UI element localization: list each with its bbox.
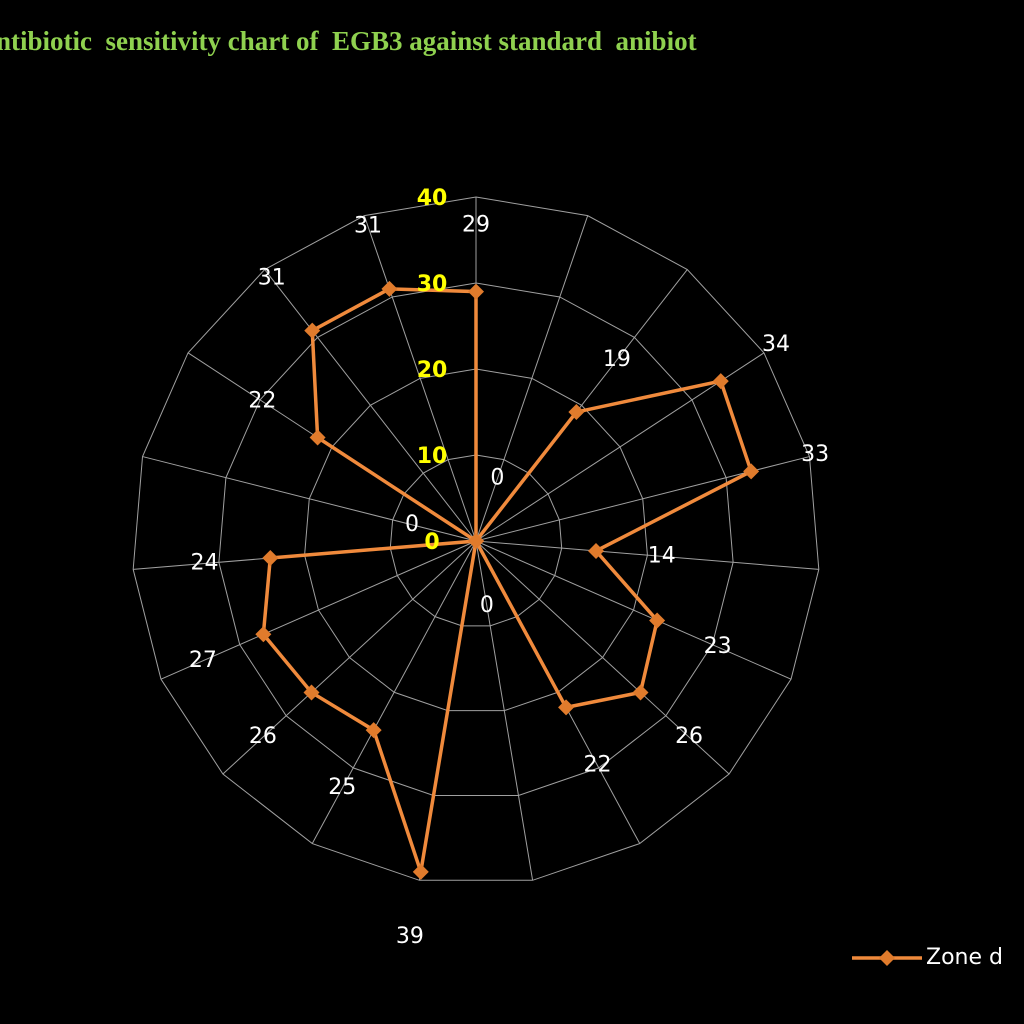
data-label: 31 <box>258 266 286 291</box>
chart-title: ntibiotic sensitivity chart of EGB3 agai… <box>0 26 697 56</box>
point-marker <box>568 404 585 421</box>
spoke <box>264 269 477 542</box>
spoke <box>363 215 477 542</box>
spoke <box>475 540 534 881</box>
data-label: 24 <box>191 550 219 575</box>
data-label: 0 <box>480 593 494 618</box>
data-label: 22 <box>583 752 611 777</box>
point-marker <box>649 612 666 629</box>
spoke <box>475 540 819 570</box>
spoke <box>475 540 792 680</box>
spoke <box>475 540 730 775</box>
point-marker <box>712 373 729 390</box>
spoke <box>311 540 477 844</box>
data-label: 25 <box>328 775 356 800</box>
axis-tick-label: 10 <box>417 444 448 469</box>
axis-tick-label: 40 <box>417 186 448 211</box>
data-label: 39 <box>396 924 424 949</box>
point-marker <box>558 699 575 716</box>
grid-ring <box>389 454 563 627</box>
axis-tick-label: 0 <box>424 530 439 555</box>
data-label: 34 <box>762 332 790 357</box>
point-marker <box>468 283 484 300</box>
data-label: 26 <box>249 724 277 749</box>
point-marker <box>309 429 326 446</box>
point-marker <box>365 722 382 739</box>
grid-ring <box>132 196 820 881</box>
axis-tick-label: 30 <box>417 272 448 297</box>
data-label: 22 <box>248 388 276 413</box>
data-label: 14 <box>648 543 676 568</box>
point-marker <box>303 684 320 701</box>
data-label: 23 <box>704 634 732 659</box>
point-marker <box>381 280 398 297</box>
point-marker <box>587 542 604 559</box>
point-marker <box>468 533 484 549</box>
data-label: 33 <box>801 442 829 467</box>
spoke <box>160 540 477 680</box>
data-label: 31 <box>354 213 382 238</box>
point-marker <box>304 322 321 339</box>
legend-marker <box>879 950 895 966</box>
spoke <box>475 215 589 542</box>
series-line <box>261 287 754 873</box>
legend-label: Zone d <box>926 945 1003 970</box>
data-label: 0 <box>490 466 504 491</box>
grid-ring <box>304 368 648 712</box>
point-marker <box>412 863 429 880</box>
data-label: 19 <box>603 347 631 372</box>
point-marker <box>632 684 649 701</box>
data-label: 27 <box>189 648 217 673</box>
point-marker <box>262 550 279 567</box>
spoke <box>142 456 477 542</box>
point-marker <box>743 463 760 480</box>
data-label: 29 <box>462 213 490 238</box>
grid-ring <box>218 282 734 796</box>
spoke <box>222 540 477 775</box>
data-label: 0 <box>405 512 419 537</box>
point-marker <box>255 626 272 643</box>
data-label: 26 <box>675 724 703 749</box>
axis-tick-label: 20 <box>417 358 448 383</box>
